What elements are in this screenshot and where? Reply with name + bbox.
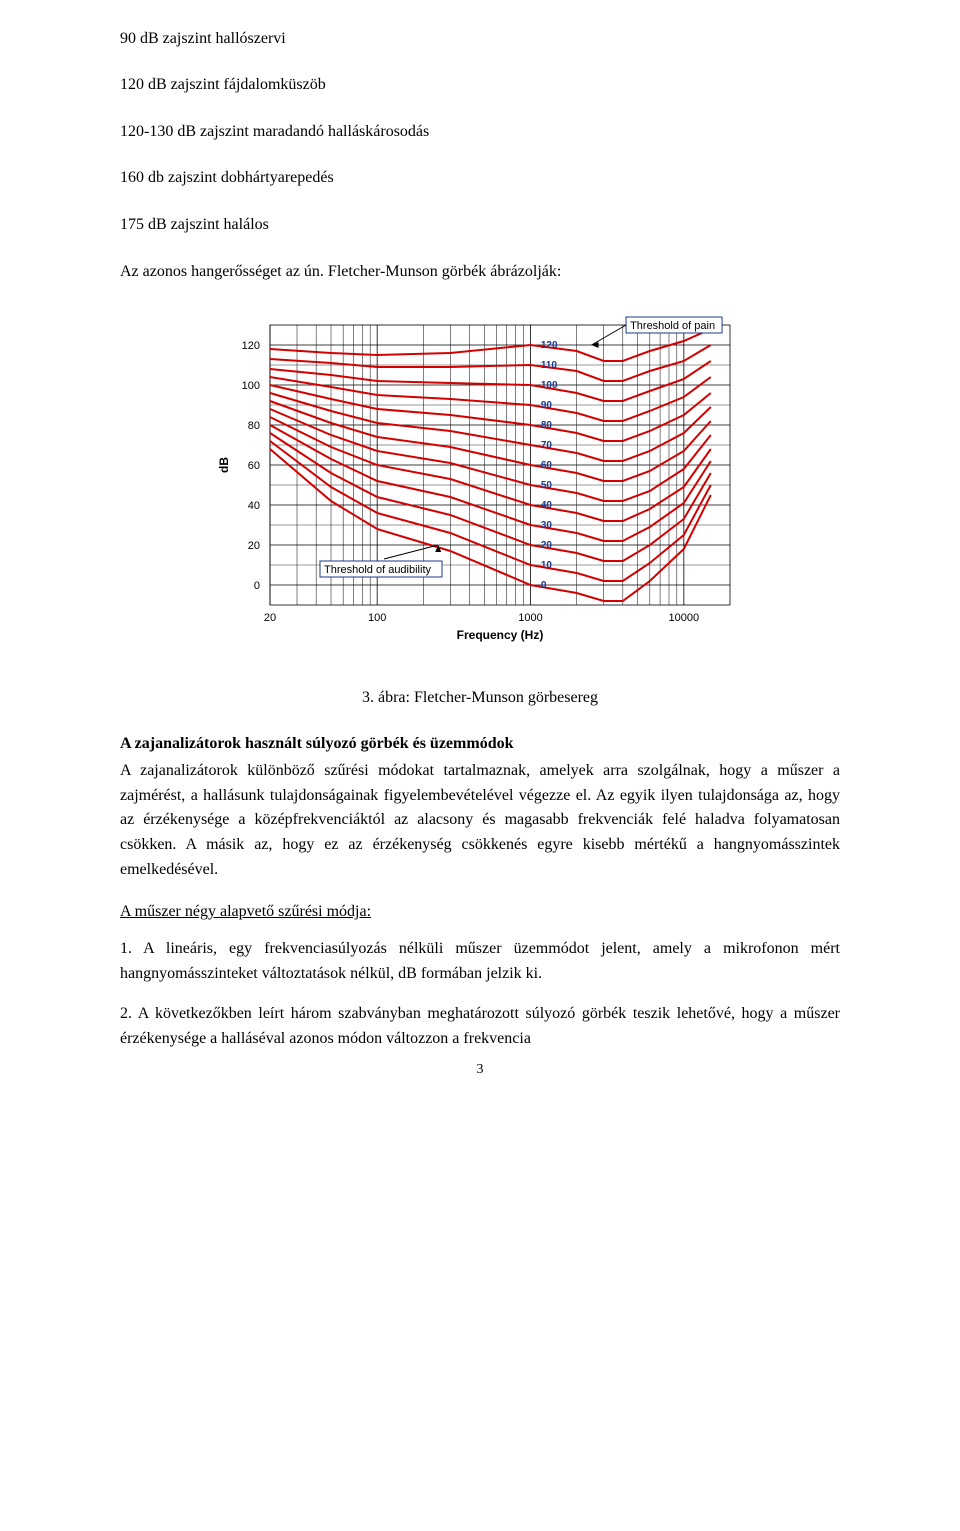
svg-text:120: 120 — [242, 340, 260, 352]
section-title: A zajanalizátorok használt súlyozó görbé… — [120, 735, 840, 753]
mode-1: 1. A lineáris, egy frekvenciasúlyozás né… — [120, 937, 840, 987]
body-paragraph: A zajanalizátorok különböző szűrési módo… — [120, 759, 840, 883]
svg-text:0: 0 — [541, 580, 547, 591]
mode-2: 2. A következőkben leírt három szabványb… — [120, 1002, 840, 1052]
svg-text:80: 80 — [541, 420, 553, 431]
document-page: 90 dB zajszint hallószervi 120 dB zajszi… — [0, 0, 960, 1106]
svg-text:90: 90 — [541, 400, 553, 411]
intro-line-4: 160 db zajszint dobhártyarepedés — [120, 167, 840, 189]
svg-text:Threshold of audibility: Threshold of audibility — [324, 564, 432, 576]
intro-line-3: 120-130 dB zajszint maradandó halláskáro… — [120, 121, 840, 143]
svg-text:100: 100 — [541, 380, 558, 391]
fletcher-intro: Az azonos hangerősséget az ún. Fletcher-… — [120, 260, 840, 285]
svg-text:110: 110 — [541, 360, 558, 371]
svg-text:100: 100 — [242, 380, 260, 392]
intro-line-2: 120 dB zajszint fájdalomküszöb — [120, 74, 840, 96]
intro-line-1: 90 dB zajszint hallószervi — [120, 28, 840, 50]
page-number: 3 — [120, 1062, 840, 1078]
fletcher-munson-chart: 20100100010000020406080100120dBFrequency… — [200, 305, 760, 665]
intro-line-5: 175 dB zajszint halálos — [120, 214, 840, 236]
svg-text:20: 20 — [264, 612, 276, 624]
svg-text:50: 50 — [541, 480, 553, 491]
svg-text:30: 30 — [541, 520, 553, 531]
svg-text:1000: 1000 — [518, 612, 542, 624]
svg-text:120: 120 — [541, 340, 558, 351]
svg-text:70: 70 — [541, 440, 553, 451]
svg-text:20: 20 — [541, 540, 553, 551]
modes-title: A műszer négy alapvető szűrési módja: — [120, 903, 840, 921]
svg-text:40: 40 — [248, 500, 260, 512]
svg-text:Threshold of pain: Threshold of pain — [630, 320, 715, 332]
svg-text:40: 40 — [541, 500, 553, 511]
svg-text:10: 10 — [541, 560, 553, 571]
svg-text:80: 80 — [248, 420, 260, 432]
svg-text:60: 60 — [541, 460, 553, 471]
svg-text:10000: 10000 — [669, 612, 700, 624]
svg-text:20: 20 — [248, 540, 260, 552]
figure-caption: 3. ábra: Fletcher-Munson görbesereg — [120, 689, 840, 707]
svg-text:100: 100 — [368, 612, 386, 624]
svg-text:Frequency (Hz): Frequency (Hz) — [457, 628, 544, 642]
svg-text:dB: dB — [217, 456, 231, 472]
svg-text:0: 0 — [254, 580, 260, 592]
svg-text:60: 60 — [248, 460, 260, 472]
fletcher-chart-container: 20100100010000020406080100120dBFrequency… — [120, 305, 840, 665]
